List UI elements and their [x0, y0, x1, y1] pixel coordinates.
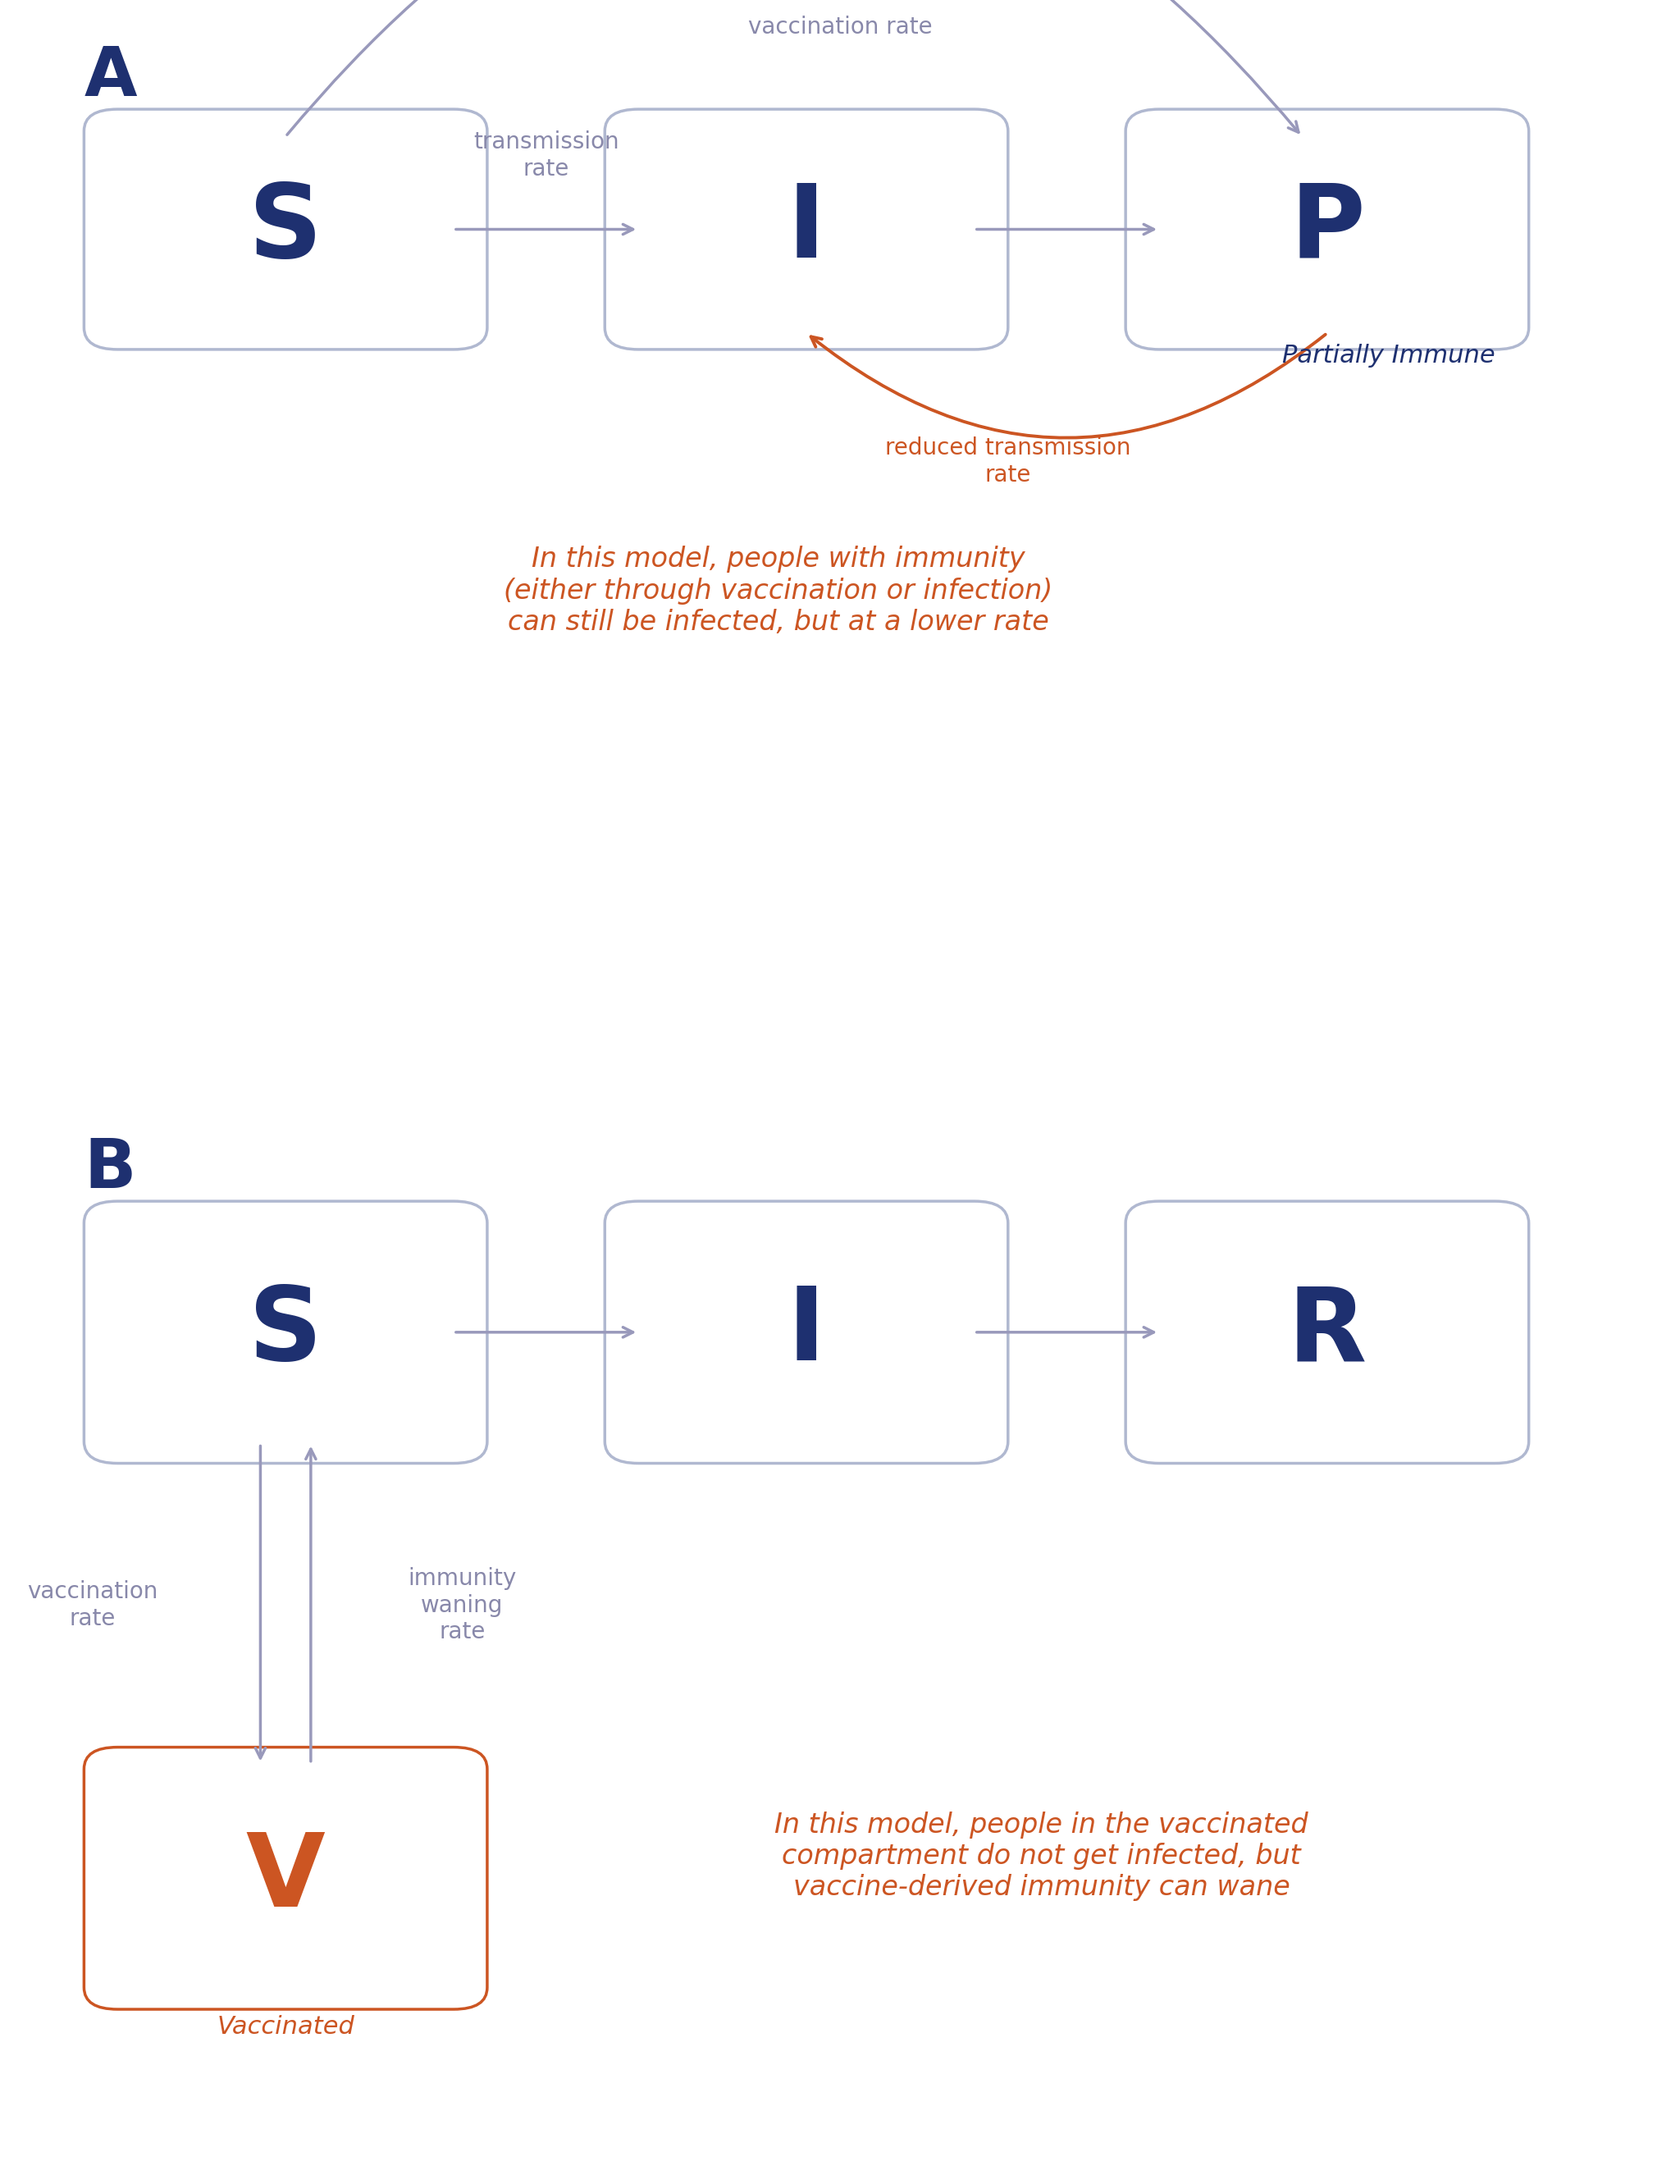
Text: reduced transmission
rate: reduced transmission rate: [885, 437, 1131, 487]
Text: I: I: [788, 179, 825, 280]
Text: P: P: [1290, 179, 1364, 280]
Text: I: I: [788, 1282, 825, 1382]
FancyBboxPatch shape: [1126, 109, 1529, 349]
Text: transmission
rate: transmission rate: [474, 131, 618, 179]
Text: Partially Immune: Partially Immune: [1282, 343, 1495, 367]
Text: A: A: [84, 44, 136, 109]
FancyBboxPatch shape: [84, 109, 487, 349]
Text: vaccination
rate: vaccination rate: [27, 1581, 158, 1629]
Text: V: V: [245, 1828, 326, 1928]
Text: In this model, people with immunity
(either through vaccination or infection)
ca: In this model, people with immunity (eit…: [504, 546, 1053, 636]
Text: S: S: [249, 1282, 323, 1382]
Text: R: R: [1289, 1282, 1366, 1382]
Text: immunity
waning
rate: immunity waning rate: [408, 1568, 516, 1642]
Text: B: B: [84, 1136, 136, 1201]
FancyBboxPatch shape: [84, 1201, 487, 1463]
Text: In this model, people in the vaccinated
compartment do not get infected, but
vac: In this model, people in the vaccinated …: [774, 1811, 1309, 1902]
Text: vaccination rate: vaccination rate: [748, 15, 932, 37]
FancyBboxPatch shape: [605, 109, 1008, 349]
FancyBboxPatch shape: [84, 1747, 487, 2009]
FancyBboxPatch shape: [1126, 1201, 1529, 1463]
Text: Vaccinated: Vaccinated: [217, 2014, 354, 2038]
Text: S: S: [249, 179, 323, 280]
FancyBboxPatch shape: [605, 1201, 1008, 1463]
